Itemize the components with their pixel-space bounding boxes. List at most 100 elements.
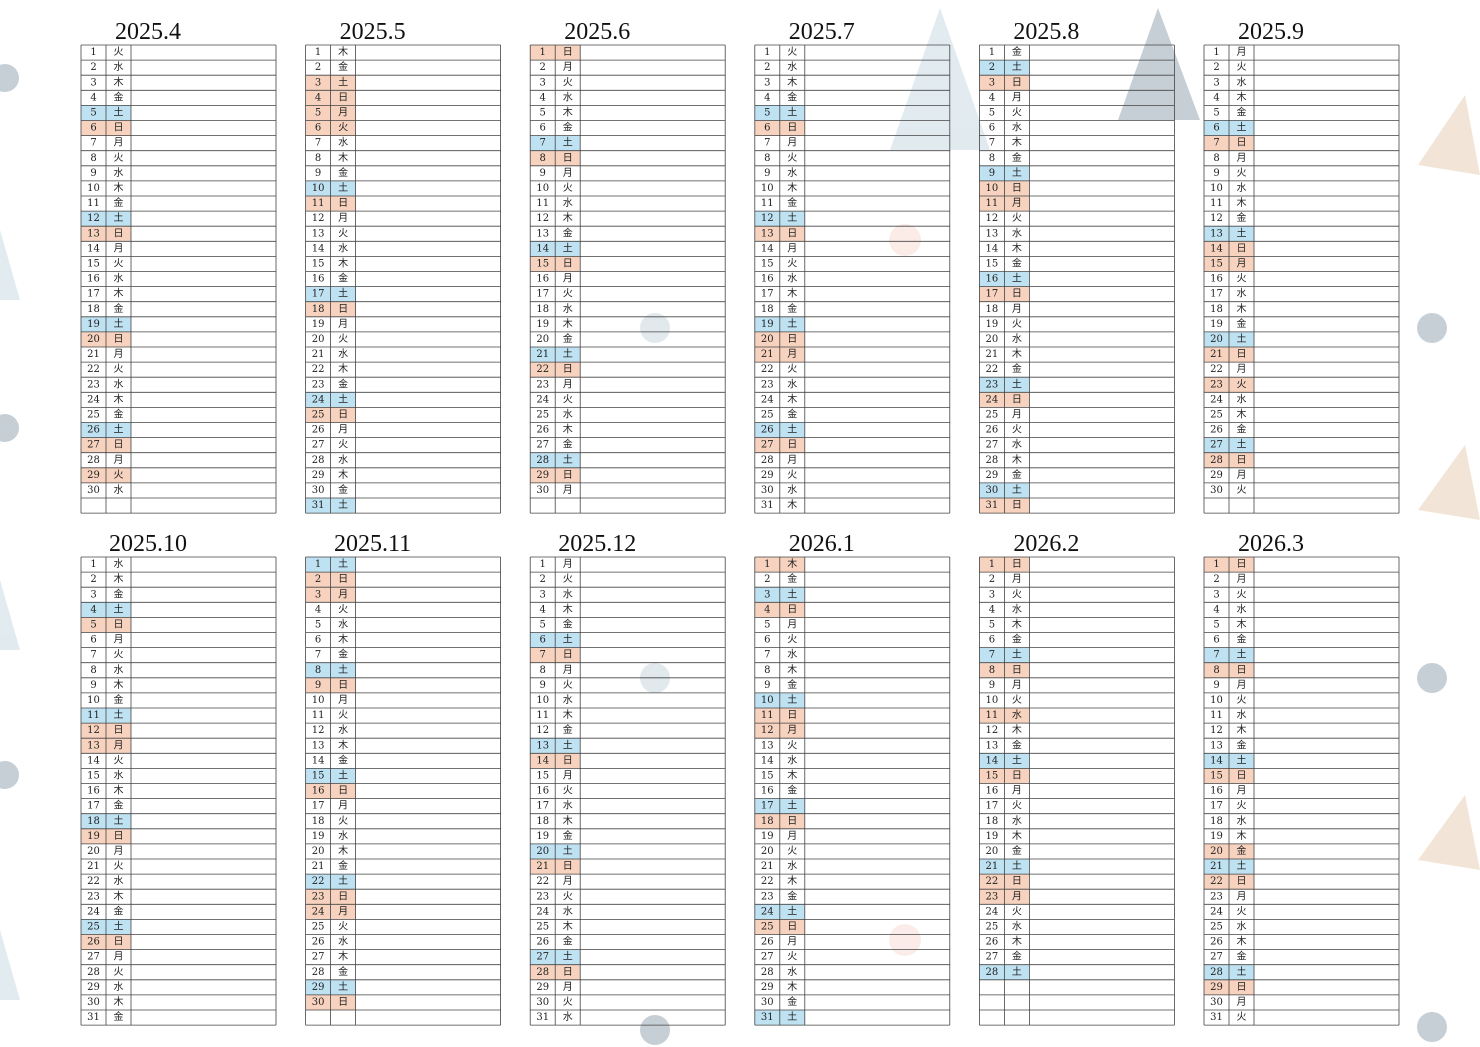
weekday: 土	[1237, 438, 1247, 451]
day-number: 15	[1210, 258, 1223, 269]
day-number: 2	[540, 574, 546, 585]
day-number: 9	[1213, 680, 1219, 691]
weekday: 金	[114, 196, 124, 209]
day-number: 22	[1210, 876, 1223, 887]
weekday: 土	[1012, 965, 1022, 978]
month-title: 2025.9	[1238, 19, 1304, 45]
day-number: 29	[536, 470, 549, 481]
weekday: 金	[1012, 468, 1022, 481]
weekday: 火	[338, 122, 348, 134]
day-number: 18	[1210, 816, 1223, 827]
weekday: 火	[787, 469, 797, 481]
weekday: 火	[787, 152, 797, 164]
day-number: 30	[536, 485, 549, 496]
weekday: 木	[338, 845, 348, 857]
day-number: 11	[536, 710, 549, 721]
weekday: 土	[1012, 483, 1022, 496]
months: 2025.41 火2 水3 木4 金5 土6 日7 月8 火9 水10 木11 金12 土13 日14 月1…	[80, 19, 1400, 1026]
day-number: 25	[87, 409, 100, 420]
weekday: 金	[787, 678, 797, 691]
day-number: 2	[540, 62, 546, 73]
weekday: 金	[114, 302, 124, 315]
day-number: 8	[1213, 665, 1219, 676]
day-number: 14	[761, 243, 774, 254]
day-number: 3	[540, 589, 546, 600]
day-number: 23	[1210, 379, 1223, 390]
day-number: 8	[764, 153, 770, 164]
month: 2025.7 1 火 2 水 3 木 4 金 5 土 6 日 7 月 8 火 9 水 10 木 11 金 12 土 13 日 14 月 1…	[754, 19, 951, 514]
weekday: 火	[1012, 212, 1022, 224]
day-number: 10	[761, 183, 774, 194]
day-number: 12	[536, 725, 549, 736]
day-number: 9	[315, 168, 321, 179]
day-number: 13	[1210, 740, 1223, 751]
weekday: 土	[787, 317, 797, 330]
day-number: 6	[764, 123, 770, 134]
day-number: 15	[761, 770, 774, 781]
day-number: 16	[536, 274, 549, 285]
weekday: 土	[1012, 648, 1022, 661]
weekday: 金	[1012, 633, 1022, 646]
day-number: 28	[312, 967, 325, 978]
day-number: 26	[87, 425, 100, 436]
day-number: 27	[312, 952, 325, 963]
weekday: 金	[1012, 950, 1022, 963]
weekday: 月	[338, 588, 348, 600]
weekday: 火	[787, 46, 797, 58]
day-number: 6	[90, 635, 96, 646]
day-number: 28	[536, 455, 549, 466]
weekday: 月	[563, 167, 573, 179]
day-number: 7	[315, 138, 321, 149]
day-number: 19	[1210, 831, 1223, 842]
weekday: 火	[563, 996, 573, 1008]
day-number: 11	[312, 198, 325, 209]
day-number: 23	[761, 891, 774, 902]
weekday: 土	[563, 950, 573, 963]
weekday: 土	[1012, 377, 1022, 390]
weekday: 木	[338, 363, 348, 375]
day-number: 9	[315, 680, 321, 691]
day-number: 3	[1213, 77, 1219, 88]
weekday: 日	[114, 123, 124, 134]
day-number: 30	[986, 485, 999, 496]
weekday: 木	[1237, 408, 1247, 420]
weekday: 土	[787, 904, 797, 917]
weekday: 月	[1237, 152, 1247, 164]
day-number: 22	[87, 876, 100, 887]
day-number: 17	[1210, 289, 1223, 300]
day-number: 3	[764, 77, 770, 88]
day-number: 22	[761, 364, 774, 375]
weekday: 水	[114, 378, 124, 390]
day-number: 16	[986, 786, 999, 797]
day-number: 28	[1210, 455, 1223, 466]
weekday: 水	[114, 875, 124, 887]
day-number: 21	[986, 349, 999, 360]
weekday: 日	[1012, 559, 1022, 570]
weekday: 火	[1237, 800, 1247, 812]
day-number: 23	[312, 379, 325, 390]
weekday: 木	[563, 106, 573, 118]
day-number: 10	[986, 183, 999, 194]
weekday: 水	[563, 694, 573, 706]
weekday: 日	[1237, 349, 1247, 360]
day-number: 8	[90, 665, 96, 676]
day-number: 27	[87, 440, 100, 451]
day-number: 27	[761, 440, 774, 451]
day-number: 29	[1210, 470, 1223, 481]
day-number: 14	[536, 755, 549, 766]
day-number: 26	[1210, 937, 1223, 948]
day-number: 31	[536, 1012, 549, 1023]
weekday: 月	[1012, 91, 1022, 103]
weekday: 木	[1237, 303, 1247, 315]
weekday: 木	[787, 76, 797, 88]
day-number: 18	[986, 304, 999, 315]
day-number: 13	[87, 740, 100, 751]
day-number: 8	[989, 665, 995, 676]
day-number: 11	[87, 198, 100, 209]
day-number: 19	[986, 831, 999, 842]
weekday: 日	[114, 440, 124, 451]
day-number: 18	[312, 304, 325, 315]
day-number: 13	[761, 740, 774, 751]
weekday: 月	[1012, 408, 1022, 420]
weekday: 土	[563, 347, 573, 360]
